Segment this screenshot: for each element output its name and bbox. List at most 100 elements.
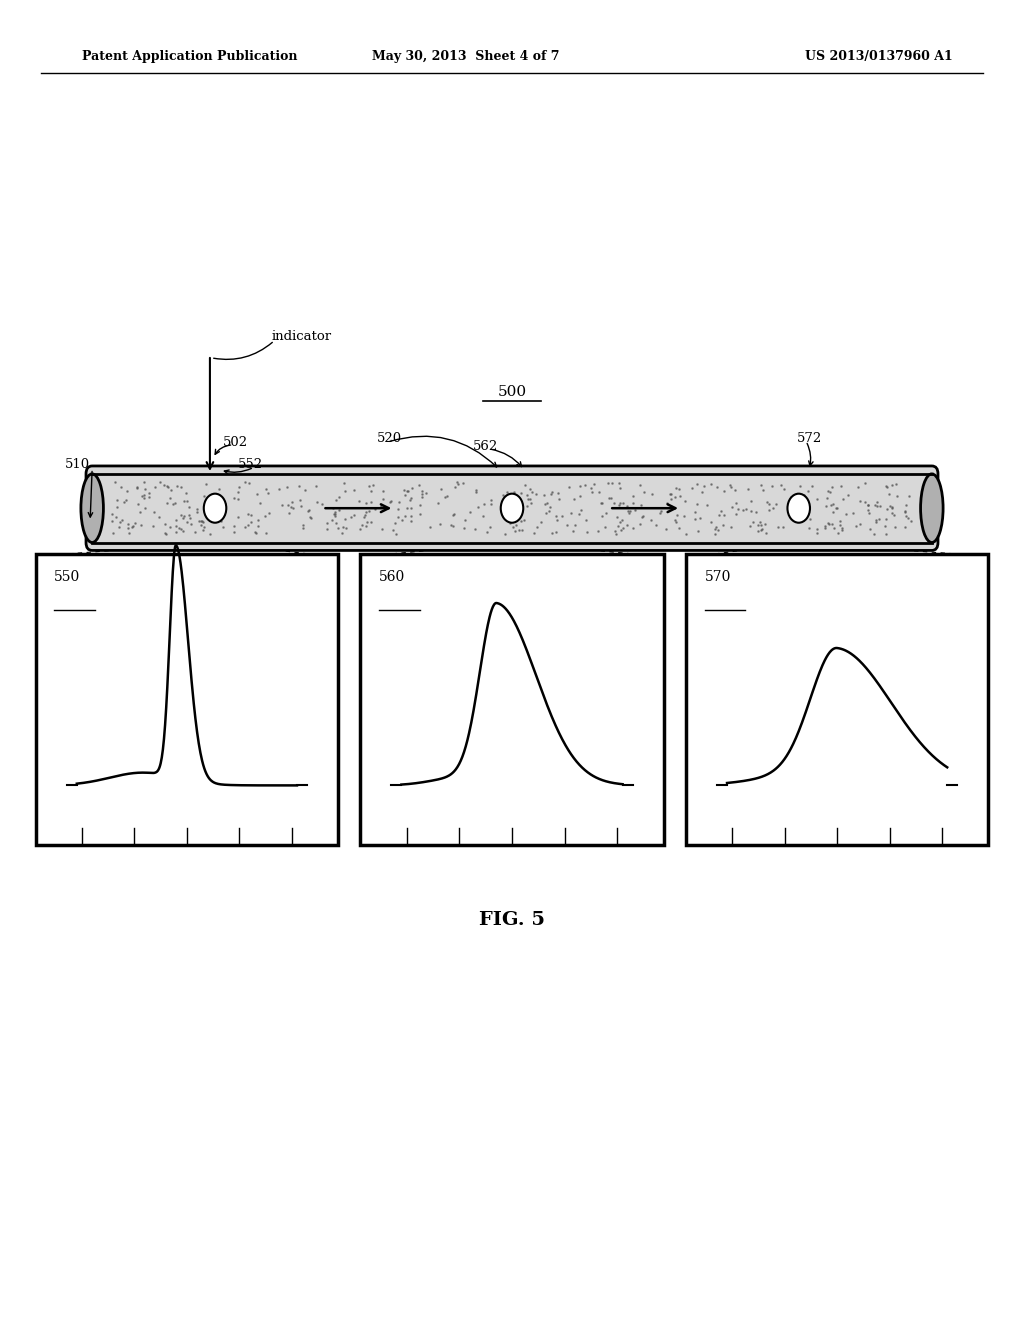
Point xyxy=(178,511,195,532)
Point xyxy=(591,480,607,502)
Point xyxy=(476,494,493,515)
Point xyxy=(271,478,288,499)
Point xyxy=(707,523,723,544)
Point xyxy=(625,486,641,507)
Point xyxy=(862,519,879,540)
Point xyxy=(608,523,625,544)
Point xyxy=(338,517,354,539)
Point xyxy=(696,475,713,496)
Point xyxy=(159,475,175,496)
Point xyxy=(295,517,311,539)
Point xyxy=(391,492,408,513)
Point xyxy=(698,494,715,515)
Point xyxy=(449,473,465,494)
Bar xyxy=(686,554,988,845)
Point xyxy=(775,478,792,499)
Point xyxy=(768,494,784,515)
Point xyxy=(120,513,136,535)
Point xyxy=(136,484,153,506)
Point xyxy=(357,492,374,513)
Point xyxy=(798,500,814,521)
Point xyxy=(632,474,648,495)
Point xyxy=(168,510,184,531)
Point xyxy=(383,491,399,512)
Point xyxy=(482,488,499,510)
Point xyxy=(709,477,725,498)
Point xyxy=(871,508,888,529)
Point xyxy=(196,484,212,506)
Point xyxy=(162,517,178,539)
Point xyxy=(884,502,900,523)
Point xyxy=(457,510,473,531)
Point xyxy=(130,494,146,515)
Point xyxy=(643,510,659,531)
Point xyxy=(603,473,620,494)
Point xyxy=(414,487,430,508)
Point xyxy=(388,523,404,544)
Point xyxy=(625,492,641,513)
Point xyxy=(162,487,178,508)
Point xyxy=(176,490,193,511)
Point xyxy=(726,479,742,500)
Point xyxy=(548,521,564,543)
Point xyxy=(261,502,278,523)
Point xyxy=(871,496,888,517)
Point xyxy=(413,503,429,524)
Text: 520: 520 xyxy=(377,432,402,445)
Point xyxy=(188,499,205,520)
Point xyxy=(121,523,137,544)
Point xyxy=(542,496,558,517)
Point xyxy=(597,516,613,537)
Point xyxy=(594,506,610,527)
Point xyxy=(430,492,446,513)
Point xyxy=(181,504,198,525)
Point xyxy=(702,511,719,532)
Point xyxy=(694,482,711,503)
Point xyxy=(124,516,140,537)
Point xyxy=(671,479,687,500)
Point xyxy=(125,515,141,536)
Point xyxy=(351,517,368,539)
Point xyxy=(499,499,515,520)
Point xyxy=(887,516,903,537)
Point xyxy=(356,504,373,525)
Point xyxy=(258,523,274,544)
Point xyxy=(281,494,297,515)
Point xyxy=(610,515,627,536)
Point xyxy=(730,499,746,520)
Point xyxy=(301,500,317,521)
Circle shape xyxy=(204,494,226,523)
Point xyxy=(502,513,518,535)
Point xyxy=(512,511,528,532)
Point xyxy=(605,492,622,513)
Point xyxy=(431,513,447,535)
Point xyxy=(745,512,762,533)
Point xyxy=(884,496,900,517)
Point xyxy=(755,479,771,500)
Point xyxy=(634,507,650,528)
Point xyxy=(248,523,264,544)
Point xyxy=(506,520,522,541)
Point xyxy=(522,492,539,513)
Point xyxy=(859,495,876,516)
Point xyxy=(757,513,773,535)
Point xyxy=(186,521,203,543)
Point xyxy=(753,520,769,541)
Point xyxy=(373,496,389,517)
Point xyxy=(770,517,786,539)
Point xyxy=(260,483,276,504)
Point xyxy=(181,496,198,517)
Point xyxy=(137,478,154,499)
Text: FIG. 5: FIG. 5 xyxy=(479,911,545,929)
Point xyxy=(357,516,374,537)
Point xyxy=(633,495,649,516)
Point xyxy=(318,517,335,539)
Point xyxy=(483,494,500,515)
Point xyxy=(691,508,708,529)
Point xyxy=(897,517,913,539)
Point xyxy=(182,513,199,535)
Point xyxy=(615,517,632,539)
Point xyxy=(723,477,739,498)
Point xyxy=(396,484,413,506)
Point xyxy=(141,487,158,508)
